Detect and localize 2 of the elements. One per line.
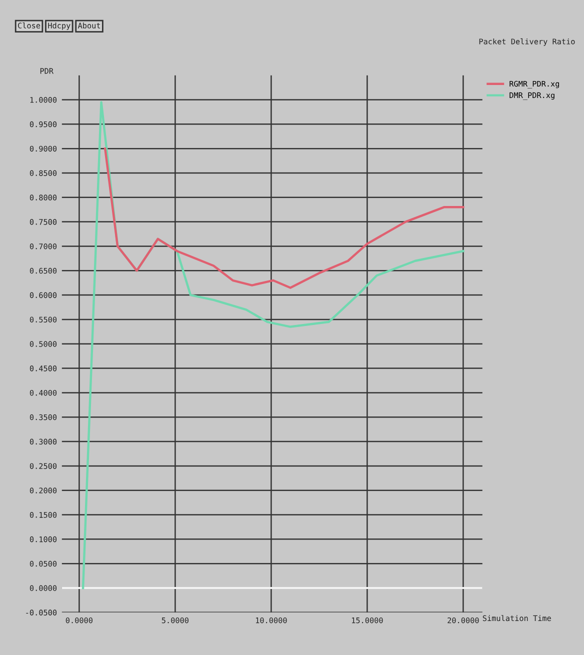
line-series (82, 101, 464, 590)
line-series (104, 147, 464, 289)
